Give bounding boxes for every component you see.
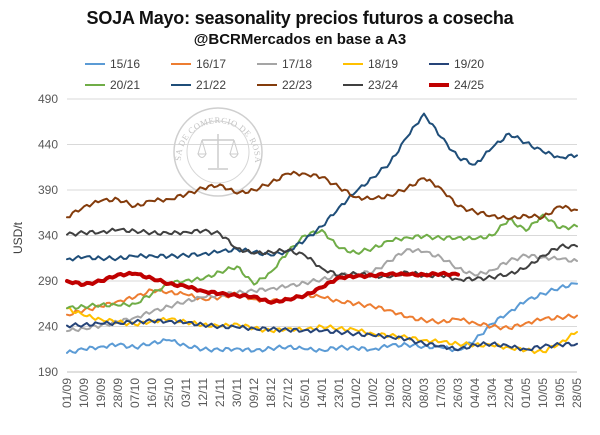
x-tick-label: 30/11	[230, 378, 244, 407]
series-line-24-25	[65, 270, 460, 305]
seal-emblem-string	[229, 139, 235, 155]
legend: 15/16 16/17 17/18 18/19 19/20 20/21 21/22 22/23…	[85, 57, 484, 92]
x-tick-label: 08/03	[417, 378, 431, 408]
y-tick-label: 240	[38, 320, 58, 334]
x-tick-label: 28/09	[111, 378, 125, 408]
legend-label: 18/19	[368, 57, 398, 71]
y-tick-label: 190	[38, 365, 58, 379]
x-tick-label: 28/05	[570, 378, 584, 408]
seal-emblem-pan	[197, 153, 207, 158]
y-axis-label: USD/t	[11, 221, 25, 254]
legend-label: 23/24	[368, 78, 398, 92]
axes: 01/09 10/09 19/09 28/09 07/10 16/10 25/10 03/11…	[60, 371, 584, 408]
series-line-16-17	[66, 288, 578, 331]
x-tick-label: 23/01	[332, 378, 346, 408]
series-line-23-24	[66, 227, 578, 283]
x-tick-label: 19/09	[94, 378, 108, 408]
x-tick-label: 26/03	[451, 378, 465, 408]
chart-title: SOJA Mayo: seasonality precios futuros a…	[86, 8, 514, 28]
x-tick-label: 28/02	[400, 378, 414, 408]
series-line-21-22	[66, 112, 578, 262]
series-line-19-20	[66, 318, 578, 352]
chart-subtitle: @BCRMercados en base a A3	[193, 31, 407, 48]
x-tick-label: 07/10	[128, 378, 142, 408]
seal-emblem-string	[233, 139, 239, 155]
x-tick-label: 10/05	[536, 378, 550, 408]
x-tick-label: 01/02	[349, 378, 363, 408]
legend-label: 15/16	[110, 57, 140, 71]
x-tick-label: 03/11	[179, 378, 193, 407]
seal-outer-ring	[173, 107, 263, 197]
x-tick-label: 14/01	[315, 378, 329, 408]
x-tick-label: 19/05	[553, 378, 567, 408]
legend-label: 21/22	[196, 78, 226, 92]
series-line-22-23	[66, 170, 578, 221]
x-tick-label: 12/11	[196, 378, 210, 407]
x-tick-label: 21/11	[213, 378, 227, 407]
legend-label: 22/23	[282, 78, 312, 92]
series-line-17-18	[66, 248, 578, 333]
x-tick-label: 22/04	[502, 378, 516, 408]
seal-emblem-string	[197, 139, 203, 155]
y-tick-label: 290	[38, 274, 58, 288]
x-tick-label: 25/10	[162, 378, 176, 408]
y-tick-label: 490	[38, 92, 58, 106]
series-line-20-21	[66, 213, 578, 310]
x-tick-label: 17/03	[434, 378, 448, 408]
legend-label: 24/25	[454, 78, 484, 92]
y-tick-label: 440	[38, 138, 58, 152]
x-tick-label: 13/04	[485, 378, 499, 408]
series-line-15-16	[66, 282, 578, 354]
x-tick-label: 04/04	[468, 378, 482, 408]
x-tick-label: 05/01	[298, 378, 312, 408]
legend-label: 19/20	[454, 57, 484, 71]
x-tick-label: 09/12	[247, 378, 261, 408]
x-tick-label: 10/09	[77, 378, 91, 408]
legend-label: 17/18	[282, 57, 312, 71]
seal-inner-ring	[186, 120, 250, 184]
seal-emblem-pan	[229, 153, 239, 158]
seal-emblem-string	[201, 139, 207, 155]
x-tick-label: 19/02	[383, 378, 397, 408]
x-tick-label: 18/12	[264, 378, 278, 408]
x-tick-label: 27/12	[281, 378, 295, 408]
y-tick-label: 340	[38, 229, 58, 243]
x-tick-label: 16/10	[145, 378, 159, 408]
legend-label: 20/21	[110, 78, 140, 92]
series-lines	[65, 112, 578, 355]
x-tick-label: 01/09	[60, 378, 74, 408]
legend-label: 16/17	[196, 57, 226, 71]
x-tick-label: 10/02	[366, 378, 380, 408]
y-tick-label: 390	[38, 183, 58, 197]
x-tick-label: 01/05	[519, 378, 533, 408]
